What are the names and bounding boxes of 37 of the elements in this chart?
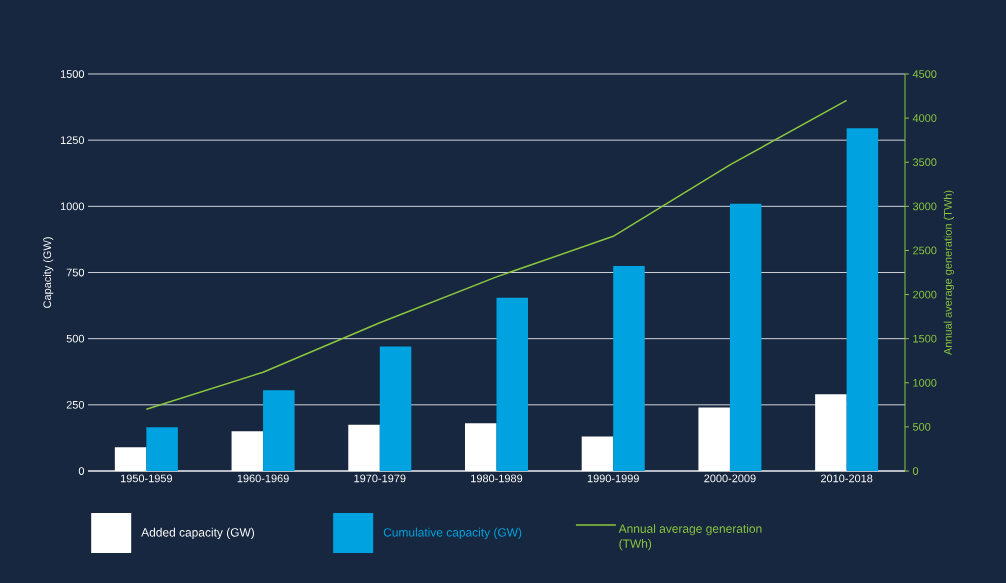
legend-label: Annual average generation (TWh) bbox=[618, 524, 762, 551]
x-tick-label: 2000-2009 bbox=[704, 474, 756, 483]
y-tick-label: 1000 bbox=[60, 202, 85, 211]
y-tick-label: 0 bbox=[78, 467, 85, 475]
x-tick-label: 2010-2018 bbox=[820, 474, 873, 483]
y-axis-title: Capacity (GW) bbox=[43, 237, 54, 308]
bar bbox=[613, 265, 645, 471]
y-tick-label: 250 bbox=[66, 400, 85, 409]
y2-tick-label: 3000 bbox=[912, 202, 937, 211]
text: Cumulative capacity (GW) bbox=[383, 527, 522, 540]
bar bbox=[263, 390, 295, 471]
y2-tick-label: 0 bbox=[912, 467, 919, 475]
bar bbox=[496, 297, 529, 471]
x-tick-label: 1970-1979 bbox=[354, 474, 406, 483]
y2-tick-label: 4000 bbox=[912, 114, 937, 122]
y2-tick-label: 1500 bbox=[913, 334, 937, 343]
y-tick-label: 1250 bbox=[60, 136, 85, 145]
x-tick-label: 1950-1959 bbox=[120, 474, 173, 483]
y2-tick-label: 500 bbox=[912, 423, 931, 431]
y2-tick-label: 4500 bbox=[912, 70, 937, 78]
x-tick-label: 1960-1969 bbox=[237, 474, 289, 483]
y2-tick-label: 2000 bbox=[913, 290, 937, 299]
bar bbox=[379, 346, 412, 471]
y2-tick-label: 2500 bbox=[913, 246, 937, 255]
bar bbox=[846, 128, 879, 471]
bar bbox=[729, 203, 762, 471]
y2-axis-title: Annual average generation (TWh) bbox=[943, 190, 954, 356]
y2-tick-label: 3500 bbox=[912, 158, 937, 167]
y-tick-label: 1500 bbox=[60, 70, 85, 78]
x-tick-label: 1980-1989 bbox=[471, 474, 523, 483]
y-tick-label: 750 bbox=[66, 268, 85, 277]
text: Added capacity (GW) bbox=[141, 527, 255, 540]
y2-tick-label: 1000 bbox=[913, 378, 937, 387]
y-tick-label: 500 bbox=[66, 334, 85, 343]
bar bbox=[146, 427, 178, 471]
line-series bbox=[145, 99, 848, 410]
x-tick-label: 1990-1999 bbox=[587, 474, 639, 483]
